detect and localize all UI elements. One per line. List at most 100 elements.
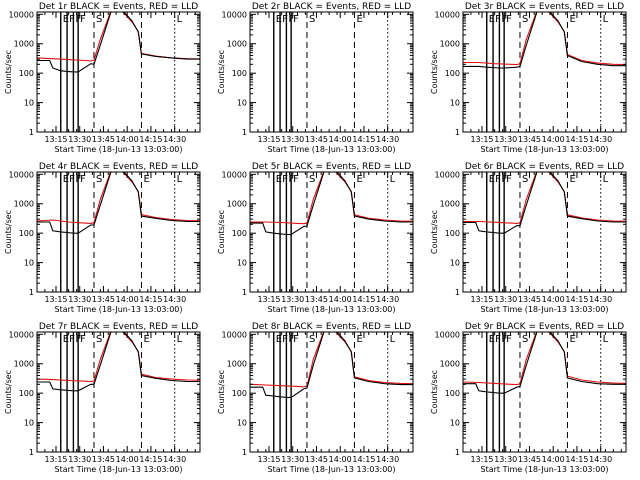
plot-frame bbox=[36, 171, 201, 293]
x-tick-label: 13:45 bbox=[305, 135, 328, 144]
event-marker-label: F bbox=[80, 334, 86, 345]
x-tick-label: 13:15 bbox=[257, 295, 280, 304]
event-marker-label: F bbox=[495, 334, 501, 345]
event-marker-label: L bbox=[177, 334, 183, 345]
x-tick-label: 14:30 bbox=[376, 135, 399, 144]
y-tick-label: 1 bbox=[242, 448, 247, 457]
x-tick-label: 13:30 bbox=[68, 455, 91, 464]
event-marker-label: L bbox=[177, 174, 183, 185]
y-tick-label: 10 bbox=[237, 259, 247, 268]
x-tick-label: 13:30 bbox=[281, 295, 304, 304]
x-tick-label: 13:15 bbox=[470, 295, 493, 304]
x-axis-label: Start Time (18-Jun-13 13:03:00) bbox=[55, 145, 183, 154]
y-tick-label: 10 bbox=[24, 99, 34, 108]
series-lld bbox=[250, 332, 413, 388]
y-tick-label: 1000 bbox=[14, 200, 34, 209]
y-axis-label: Counts/sec bbox=[217, 370, 226, 414]
x-tick-label: 13:45 bbox=[305, 455, 328, 464]
event-marker-label: S bbox=[309, 334, 315, 345]
y-axis-label: Counts/sec bbox=[4, 210, 13, 254]
event-marker-label: S bbox=[96, 334, 102, 345]
y-tick-label: 10000 bbox=[9, 330, 34, 339]
x-tick-label: 13:30 bbox=[494, 135, 517, 144]
x-tick-label: 14:00 bbox=[329, 455, 352, 464]
x-tick-label: 14:15 bbox=[139, 135, 162, 144]
event-marker-label: E bbox=[489, 14, 495, 25]
event-marker-label: F bbox=[293, 174, 299, 185]
y-tick-label: 1000 bbox=[14, 360, 34, 369]
event-marker-label: E bbox=[143, 174, 149, 185]
y-tick-label: 1000 bbox=[227, 360, 247, 369]
event-marker-label: E bbox=[63, 14, 69, 25]
y-axis-label: Counts/sec bbox=[4, 370, 13, 414]
event-marker-label: L bbox=[177, 14, 183, 25]
series-events bbox=[250, 332, 413, 398]
y-tick-label: 1000 bbox=[14, 40, 34, 49]
y-tick-label: 10 bbox=[450, 419, 460, 428]
series-events bbox=[463, 332, 626, 394]
x-tick-label: 13:45 bbox=[518, 295, 541, 304]
y-tick-label: 10000 bbox=[435, 330, 460, 339]
event-marker-label: E bbox=[143, 334, 149, 345]
x-tick-label: 14:30 bbox=[163, 295, 186, 304]
event-marker-label: F bbox=[282, 174, 288, 185]
y-tick-label: 1 bbox=[29, 288, 34, 297]
x-tick-label: 14:30 bbox=[163, 135, 186, 144]
x-axis-label: Start Time (18-Jun-13 13:03:00) bbox=[481, 145, 609, 154]
x-tick-label: 13:30 bbox=[68, 135, 91, 144]
plot-frame bbox=[36, 331, 201, 453]
y-tick-label: 100 bbox=[232, 229, 247, 238]
event-marker-label: F bbox=[506, 174, 512, 185]
event-marker-label: F bbox=[80, 14, 86, 25]
event-marker-label: E bbox=[356, 334, 362, 345]
event-marker-label: F bbox=[69, 174, 75, 185]
x-tick-label: 13:15 bbox=[257, 135, 280, 144]
y-tick-label: 10000 bbox=[9, 10, 34, 19]
series-events bbox=[37, 172, 200, 234]
x-tick-label: 14:30 bbox=[589, 135, 612, 144]
x-tick-label: 13:45 bbox=[305, 295, 328, 304]
plot-frame bbox=[249, 331, 414, 453]
event-marker-label: E bbox=[276, 334, 282, 345]
event-marker-label: F bbox=[293, 334, 299, 345]
x-axis-label: Start Time (18-Jun-13 13:03:00) bbox=[481, 305, 609, 314]
event-marker-label: E bbox=[356, 14, 362, 25]
event-marker-label: F bbox=[506, 14, 512, 25]
y-tick-label: 1 bbox=[455, 128, 460, 137]
y-tick-label: 100 bbox=[232, 69, 247, 78]
x-tick-label: 14:00 bbox=[116, 455, 139, 464]
series-lld bbox=[463, 332, 626, 386]
y-axis-label: Counts/sec bbox=[430, 370, 439, 414]
event-marker-label: S bbox=[309, 174, 315, 185]
panel-det-7: Det 7r BLACK = Events, RED = LLDEFFFSEL1… bbox=[4, 322, 201, 474]
event-marker-label: S bbox=[96, 174, 102, 185]
event-marker-label: S bbox=[96, 14, 102, 25]
y-tick-label: 10000 bbox=[222, 10, 247, 19]
x-tick-label: 14:15 bbox=[565, 135, 588, 144]
y-tick-label: 100 bbox=[19, 229, 34, 238]
series-lld bbox=[37, 332, 200, 383]
event-marker-label: E bbox=[569, 14, 575, 25]
panel-title: Det 7r BLACK = Events, RED = LLD bbox=[39, 322, 198, 332]
panel-det-1: Det 1r BLACK = Events, RED = LLDEFFFSL11… bbox=[4, 2, 201, 154]
x-axis-label: Start Time (18-Jun-13 13:03:00) bbox=[55, 305, 183, 314]
x-axis-label: Start Time (18-Jun-13 13:03:00) bbox=[55, 465, 183, 474]
event-marker-label: F bbox=[69, 14, 75, 25]
y-tick-label: 10000 bbox=[222, 170, 247, 179]
event-marker-label: S bbox=[309, 14, 315, 25]
x-tick-label: 13:15 bbox=[257, 455, 280, 464]
x-tick-label: 14:15 bbox=[139, 455, 162, 464]
panel-det-4: Det 4r BLACK = Events, RED = LLDEFFFSEL1… bbox=[4, 162, 201, 314]
x-tick-label: 14:30 bbox=[589, 295, 612, 304]
panel-title: Det 5r BLACK = Events, RED = LLD bbox=[252, 162, 411, 172]
event-marker-label: S bbox=[522, 174, 528, 185]
event-marker-label: F bbox=[495, 174, 501, 185]
series-events bbox=[37, 332, 200, 392]
event-marker-label: S bbox=[522, 14, 528, 25]
x-tick-label: 14:30 bbox=[376, 455, 399, 464]
y-tick-label: 10 bbox=[237, 419, 247, 428]
plot-frame bbox=[462, 171, 627, 293]
panel-det-5: Det 5r BLACK = Events, RED = LLDEFFFSEL1… bbox=[217, 162, 414, 314]
event-marker-label: L bbox=[603, 174, 609, 185]
x-tick-label: 13:45 bbox=[92, 135, 115, 144]
